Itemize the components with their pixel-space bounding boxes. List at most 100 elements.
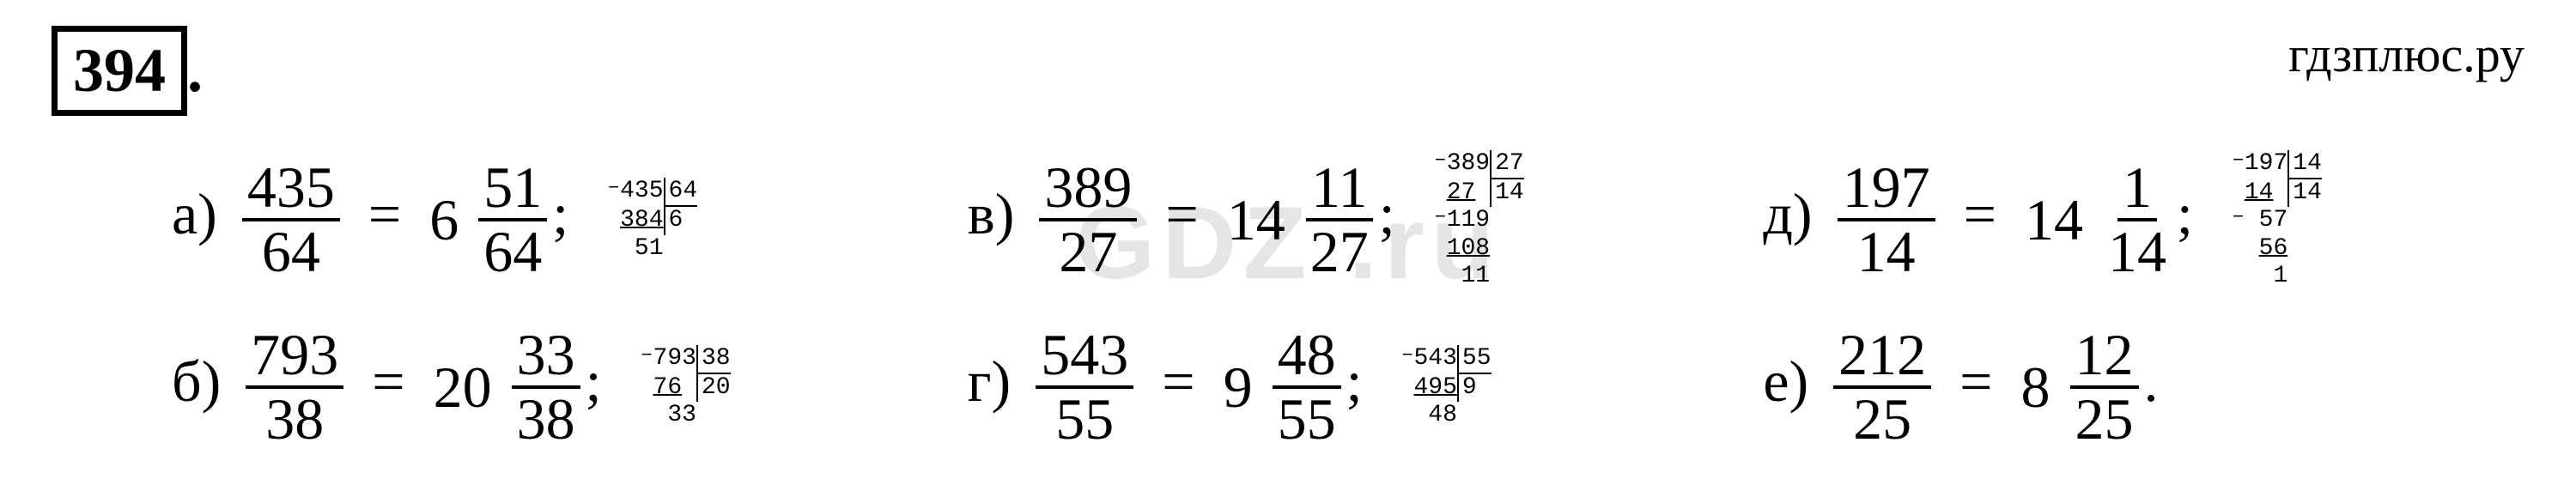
denominator: 27 [1054, 221, 1122, 282]
div-quotient: 9 [1457, 374, 1477, 402]
div-sub: 495 [1413, 374, 1456, 401]
equals: = [1959, 349, 1992, 414]
div-rem2: 1 [2273, 263, 2287, 289]
punct: ; [586, 349, 602, 414]
label-b: б) [172, 349, 221, 414]
item-a: а) 435 64 = 6 51 64 ; 43564 3846 51 [172, 150, 933, 290]
item-d: д) 197 14 = 14 1 14 ; 19714 14 14 57 56 … [1763, 150, 2524, 290]
div-sub: 76 [653, 374, 683, 401]
denominator: 14 [2103, 221, 2172, 282]
div-quotient: 6 [664, 207, 683, 234]
item-v: в) 389 27 = 14 11 27 ; 38927 27 14 119 1… [968, 150, 1729, 290]
item-b: б) 793 38 = 20 33 38 ; 79338 76 20 33 [172, 324, 933, 451]
problem-number-box: 394. [52, 26, 203, 116]
fraction-e-left: 212 25 [1833, 324, 1931, 451]
div-rem: 51 [635, 235, 664, 262]
numerator: 51 [478, 157, 547, 221]
equation-v: в) 389 27 = 14 11 27 ; [968, 157, 1395, 283]
fraction-a-left: 435 64 [242, 157, 340, 283]
denominator: 55 [1050, 389, 1119, 450]
div-dividend: 543 [1413, 345, 1456, 372]
fraction-d-right: 1 14 [2103, 157, 2172, 283]
punct: ; [1346, 349, 1363, 414]
equals: = [372, 349, 404, 414]
fraction-g-right: 48 55 [1273, 324, 1341, 451]
div-quotient: 14 [1490, 179, 1524, 207]
div-rem2: 11 [1461, 263, 1491, 289]
div-sub: 384 [620, 207, 663, 233]
fraction-e-right: 12 25 [2070, 324, 2139, 451]
denominator: 14 [1852, 221, 1921, 282]
equals: = [1964, 181, 1996, 246]
denominator: 38 [260, 389, 329, 450]
div-rem: 119 [1447, 207, 1490, 233]
site-name: гдзплюс.ру [2288, 26, 2524, 83]
denominator: 64 [257, 221, 325, 282]
div-divisor: 55 [1457, 345, 1492, 374]
item-g: г) 543 55 = 9 48 55 ; 54355 4959 48 [968, 324, 1729, 451]
div-dividend: 389 [1447, 150, 1490, 177]
fraction-a-right: 51 64 [478, 157, 547, 283]
div-dividend: 197 [2245, 150, 2287, 177]
whole-a: 6 [429, 186, 459, 254]
punct: ; [552, 181, 568, 246]
label-g: г) [968, 349, 1012, 414]
div-divisor: 14 [2287, 150, 2322, 179]
numerator: 1 [2117, 157, 2157, 221]
denominator: 64 [478, 221, 547, 282]
div-quotient: 14 [2287, 179, 2322, 207]
div-rem: 33 [667, 402, 696, 428]
fraction-v-right: 11 27 [1305, 157, 1374, 283]
whole-d: 14 [2025, 186, 2083, 254]
label-e: е) [1763, 349, 1808, 414]
division-g: 54355 4959 48 [1413, 345, 1491, 430]
whole-e: 8 [2021, 354, 2050, 421]
denominator: 25 [1848, 389, 1917, 450]
denominator: 27 [1305, 221, 1374, 282]
numerator: 389 [1039, 157, 1137, 221]
div-quotient: 20 [696, 374, 731, 402]
div-rem: 57 [2259, 207, 2288, 233]
item-e: е) 212 25 = 8 12 25 . [1763, 324, 2524, 451]
numerator: 48 [1273, 324, 1341, 389]
div-sub: 14 [2245, 179, 2274, 206]
division-d: 19714 14 14 57 56 1 [2245, 150, 2322, 290]
numerator: 12 [2070, 324, 2139, 389]
denominator: 55 [1273, 389, 1341, 450]
label-v: в) [968, 181, 1015, 246]
div-divisor: 64 [664, 178, 698, 207]
div-dividend: 793 [653, 345, 696, 372]
equation-e: е) 212 25 = 8 12 25 . [1763, 324, 2158, 451]
equals: = [1162, 349, 1194, 414]
punct: ; [2177, 181, 2193, 246]
equation-g: г) 543 55 = 9 48 55 ; [968, 324, 1363, 451]
numerator: 212 [1833, 324, 1931, 389]
fraction-v-left: 389 27 [1039, 157, 1137, 283]
equation-d: д) 197 14 = 14 1 14 ; [1763, 157, 2193, 283]
numerator: 33 [512, 324, 580, 389]
division-b: 79338 76 20 33 [653, 345, 731, 430]
denominator: 38 [512, 389, 580, 450]
fraction-b-left: 793 38 [246, 324, 343, 451]
punct: ; [1379, 181, 1395, 246]
div-sub2: 56 [2259, 235, 2288, 262]
fraction-g-left: 543 55 [1036, 324, 1133, 451]
whole-b: 20 [434, 354, 492, 421]
content-grid: а) 435 64 = 6 51 64 ; 43564 3846 51 в) 3… [0, 116, 2576, 451]
fraction-b-right: 33 38 [512, 324, 580, 451]
numerator: 11 [1306, 157, 1372, 221]
label-d: д) [1763, 181, 1812, 246]
whole-g: 9 [1224, 354, 1253, 421]
equals: = [1165, 181, 1198, 246]
numerator: 543 [1036, 324, 1133, 389]
denominator: 25 [2070, 389, 2139, 450]
division-a: 43564 3846 51 [620, 178, 697, 263]
numerator: 793 [246, 324, 343, 389]
header: 394. гдзплюс.ру [0, 0, 2576, 116]
div-divisor: 27 [1490, 150, 1524, 179]
label-a: а) [172, 181, 217, 246]
equation-b: б) 793 38 = 20 33 38 ; [172, 324, 602, 451]
problem-number: 394 [52, 26, 187, 116]
fraction-d-left: 197 14 [1838, 157, 1935, 283]
punct: . [2144, 349, 2159, 414]
